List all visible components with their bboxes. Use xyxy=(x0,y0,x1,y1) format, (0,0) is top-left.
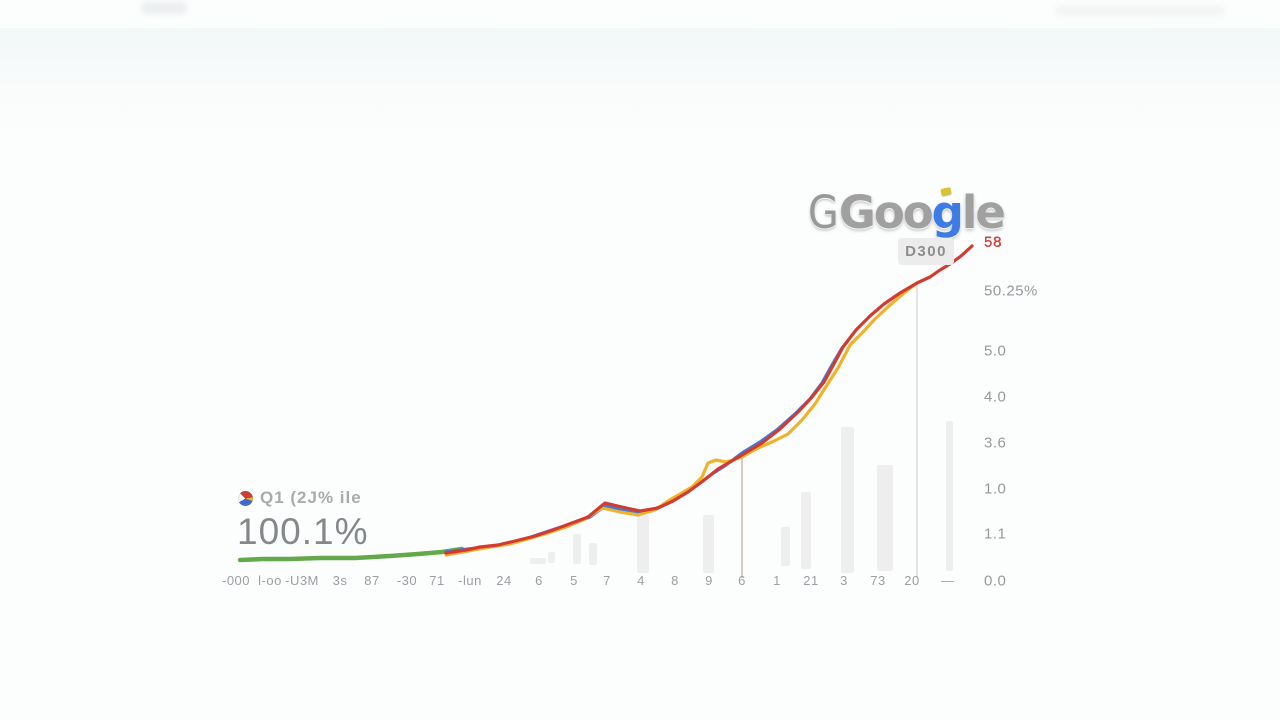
red-line xyxy=(444,244,974,555)
x-axis-label: — xyxy=(941,573,955,588)
x-axis-label: 6 xyxy=(738,573,746,588)
green-line xyxy=(237,546,465,563)
histogram-bar xyxy=(530,558,546,564)
histogram-bar xyxy=(801,492,811,569)
logo-letter: g xyxy=(931,186,964,239)
x-axis-label: 4 xyxy=(637,573,645,588)
y-axis-label: 58 xyxy=(984,233,1002,251)
y-axis-label: 1.0 xyxy=(984,480,1007,498)
x-axis-label: -000 xyxy=(221,573,251,588)
x-axis-label: -30 xyxy=(396,573,418,588)
histogram-bar xyxy=(946,421,953,571)
histogram-bar xyxy=(589,543,597,565)
x-axis-label: 24 xyxy=(496,573,512,588)
stat-value: 100.1% xyxy=(237,511,369,552)
y-axis-label: 5.0 xyxy=(984,342,1007,360)
logo-letter: o xyxy=(873,186,905,239)
logo-letter: e xyxy=(975,186,1005,239)
logo-letter: G xyxy=(807,186,839,239)
chrome-icon xyxy=(238,490,253,506)
y-axis-label: 0.0 xyxy=(984,572,1007,590)
x-axis-label: -lun xyxy=(458,573,482,588)
x-axis-label: 71 xyxy=(429,573,445,588)
x-axis-label: 3 xyxy=(840,573,848,588)
x-axis-label: 20 xyxy=(904,573,920,588)
x-axis-label: 1 xyxy=(773,573,781,588)
x-axis-label: 5 xyxy=(570,573,578,588)
logo-letter: G xyxy=(838,186,876,239)
x-axis-label: l-oo xyxy=(258,573,282,588)
x-axis-label: 6 xyxy=(535,573,543,588)
y-axis-label: 1.1 xyxy=(984,525,1007,543)
histogram-bar xyxy=(637,515,649,573)
histogram-bar xyxy=(841,427,854,573)
y-axis-label: 3.6 xyxy=(984,434,1007,452)
x-axis-label: 9 xyxy=(705,573,713,588)
logo-letter-blue-g: g xyxy=(931,186,964,239)
histogram-bar xyxy=(573,534,581,564)
histogram-bar xyxy=(781,527,790,566)
x-axis-label: 7 xyxy=(603,573,611,588)
x-axis-label: 21 xyxy=(803,573,819,588)
histogram-bar xyxy=(548,552,555,563)
logo-letter: l xyxy=(961,186,978,239)
y-axis-label: 50.25% xyxy=(984,282,1038,300)
stat-caption-row: Q1 (2J% ile xyxy=(238,488,362,508)
x-axis-label: 8 xyxy=(671,573,679,588)
histogram-bar xyxy=(877,465,893,571)
google-logo: GGoog le xyxy=(806,186,1006,239)
x-axis-label: 87 xyxy=(364,573,380,588)
y-axis-label: 4.0 xyxy=(984,388,1007,406)
x-axis-label: -U3M xyxy=(285,573,319,588)
endpoint-value-label: 58 xyxy=(984,234,1003,251)
x-axis-label: 3s xyxy=(332,573,348,588)
histogram-bar xyxy=(703,515,714,573)
x-axis-label: 73 xyxy=(870,573,886,588)
stat-caption-label: Q1 (2J% ile xyxy=(260,488,362,507)
ticker-badge: D300 xyxy=(898,238,954,265)
logo-letter: o xyxy=(902,186,934,239)
